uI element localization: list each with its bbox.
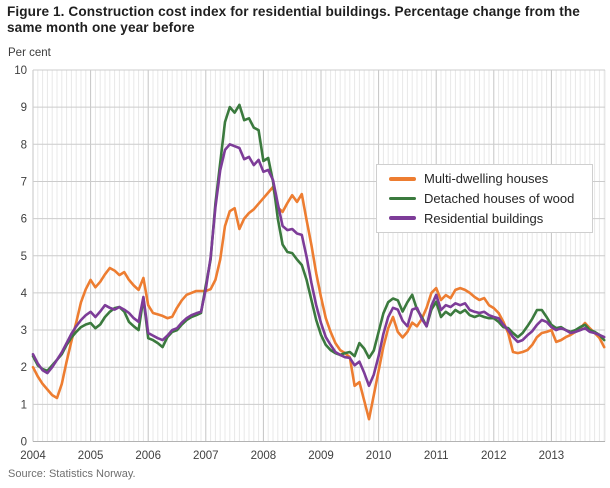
- legend-label-multi-dwelling: Multi-dwelling houses: [424, 171, 549, 187]
- y-tick-label: 6: [21, 214, 27, 226]
- y-tick-label: 5: [21, 251, 27, 263]
- x-tick-label: 2012: [481, 450, 507, 462]
- y-tick-label: 3: [21, 325, 27, 337]
- x-tick-label: 2008: [251, 450, 277, 462]
- series-line-0: [31, 185, 606, 421]
- x-tick-label: 2005: [78, 450, 104, 462]
- x-tick-label: 2013: [539, 450, 565, 462]
- legend-swatch-multi-dwelling-icon: [389, 177, 416, 181]
- y-tick-label: 8: [21, 139, 27, 151]
- chart-title: Figure 1. Construction cost index for re…: [7, 4, 580, 35]
- legend-item-residential[interactable]: Residential buildings: [389, 208, 592, 228]
- x-tick-label: 2009: [308, 450, 334, 462]
- chart-legend: Multi-dwelling houses Detached houses of…: [376, 164, 593, 233]
- legend-swatch-residential-icon: [389, 216, 416, 220]
- x-tick-label: 2006: [135, 450, 161, 462]
- y-tick-label: 1: [21, 399, 27, 411]
- legend-item-detached-wood[interactable]: Detached houses of wood: [389, 189, 592, 209]
- y-tick-label: 9: [21, 102, 27, 114]
- x-tick-label: 2011: [424, 450, 449, 462]
- x-tick-label: 2004: [20, 450, 46, 462]
- series-line-1: [31, 103, 606, 373]
- x-tick-label: 2007: [193, 450, 219, 462]
- x-tick-label: 2010: [366, 450, 392, 462]
- legend-swatch-detached-wood-icon: [389, 196, 416, 201]
- y-tick-label: 7: [21, 176, 27, 188]
- legend-label-detached-wood: Detached houses of wood: [424, 191, 575, 206]
- y-tick-label: 4: [21, 288, 28, 300]
- y-axis-unit-label: Per cent: [8, 47, 51, 59]
- y-tick-label: 10: [14, 65, 27, 77]
- legend-item-multi-dwelling[interactable]: Multi-dwelling houses: [389, 169, 592, 189]
- legend-label-residential: Residential buildings: [424, 210, 544, 226]
- source-text: Source: Statistics Norway.: [8, 468, 136, 480]
- y-tick-label: 0: [21, 437, 27, 449]
- series-line-2: [31, 143, 606, 388]
- y-tick-label: 2: [21, 362, 27, 374]
